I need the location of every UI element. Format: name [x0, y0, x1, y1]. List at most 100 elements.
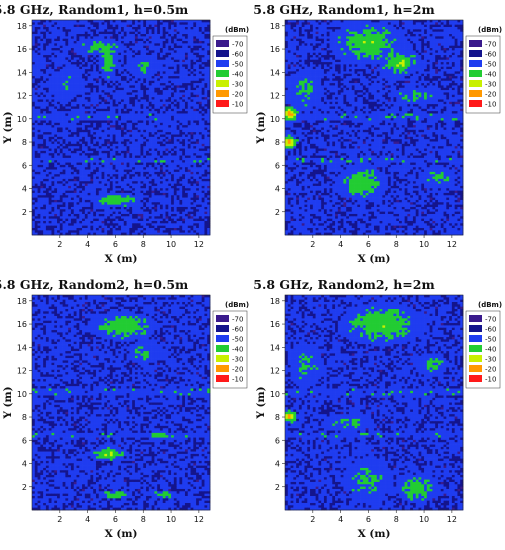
heatmap-cell	[140, 195, 144, 198]
heatmap-cell	[179, 162, 183, 166]
heatmap-cell	[143, 113, 147, 117]
heatmap-cell	[57, 83, 61, 86]
heatmap-cell	[134, 80, 139, 84]
heatmap-cell	[51, 108, 55, 112]
heatmap-cell	[37, 55, 41, 58]
heatmap-cell	[140, 92, 144, 96]
heatmap-cell	[184, 199, 189, 203]
heatmap-cell	[207, 125, 211, 128]
heatmap-cell	[32, 43, 36, 47]
heatmap-cell	[171, 101, 175, 105]
heatmap-cell	[43, 199, 47, 203]
heatmap-cell	[146, 111, 150, 114]
heatmap-cell	[129, 97, 133, 100]
heatmap-cell	[84, 24, 88, 28]
heatmap-cell	[123, 48, 127, 51]
heatmap-cell	[171, 125, 175, 128]
heatmap-cell	[90, 178, 94, 182]
heatmap-cell	[32, 155, 36, 159]
heatmap-cell	[123, 129, 127, 133]
heatmap-cell	[176, 139, 180, 142]
heatmap-cell	[32, 50, 36, 54]
heatmap-cell	[40, 139, 44, 142]
heatmap-cell	[146, 167, 150, 170]
heatmap-cell	[184, 171, 189, 175]
heatmap-cell	[73, 83, 77, 86]
heatmap-cell	[173, 115, 177, 119]
heatmap-cell	[121, 55, 125, 58]
heatmap-cell	[184, 43, 189, 47]
heatmap-cell	[204, 185, 208, 189]
heatmap-cell	[148, 24, 152, 28]
heatmap-cell	[140, 197, 144, 201]
heatmap-cell	[90, 153, 94, 156]
heatmap-cell	[107, 190, 111, 194]
heatmap-cell	[129, 20, 133, 23]
heatmap-cell	[98, 94, 102, 98]
heatmap-cell	[146, 80, 150, 84]
heatmap-cell	[98, 41, 102, 44]
heatmap-cell	[157, 29, 161, 33]
heatmap-cell	[68, 157, 72, 161]
heatmap-cell	[51, 171, 55, 175]
heatmap-cell	[137, 162, 141, 166]
heatmap-cell	[65, 143, 69, 147]
heatmap-cell	[84, 101, 88, 105]
heatmap-cell	[51, 146, 55, 149]
heatmap-cell	[132, 94, 136, 98]
heatmap-cell	[187, 104, 191, 107]
heatmap-cell	[79, 111, 83, 114]
heatmap-cell	[34, 43, 38, 47]
heatmap-cell	[190, 41, 194, 44]
heatmap-cell	[32, 120, 36, 124]
heatmap-cell	[93, 178, 97, 182]
heatmap-cell	[187, 115, 191, 119]
heatmap-cell	[196, 76, 200, 79]
heatmap-cell	[123, 157, 127, 161]
heatmap-cell	[79, 106, 83, 110]
heatmap-cell	[165, 108, 169, 112]
heatmap-cell	[193, 94, 197, 98]
heatmap-cell	[101, 104, 105, 107]
heatmap-cell	[95, 176, 100, 180]
heatmap-cell	[115, 90, 119, 93]
heatmap-cell	[95, 106, 100, 110]
heatmap-cell	[40, 34, 44, 37]
heatmap-cell	[115, 20, 119, 23]
heatmap-cell	[51, 50, 55, 54]
heatmap-cell	[68, 66, 72, 70]
heatmap-cell	[196, 174, 200, 177]
heatmap-cell	[173, 92, 177, 96]
heatmap-cell	[132, 188, 136, 191]
heatmap-cell	[173, 41, 177, 44]
heatmap-cell	[129, 178, 133, 182]
heatmap-cell	[151, 92, 155, 96]
heatmap-cell	[90, 197, 94, 201]
heatmap-cell	[48, 24, 52, 28]
heatmap-cell	[48, 148, 52, 152]
heatmap-cell	[126, 181, 130, 184]
heatmap-cell	[45, 157, 50, 161]
heatmap-cell	[146, 29, 150, 33]
heatmap-cell	[54, 41, 58, 44]
heatmap-cell	[45, 59, 50, 63]
heatmap-cell	[187, 148, 191, 152]
heatmap-cell	[73, 127, 77, 131]
heatmap-cell	[73, 171, 77, 175]
heatmap-cell	[112, 125, 116, 128]
heatmap-cell	[73, 64, 77, 68]
heatmap-cell	[198, 66, 203, 70]
heatmap-cell	[190, 188, 194, 191]
heatmap-cell	[198, 181, 203, 184]
heatmap-cell	[179, 90, 183, 93]
heatmap-cell	[134, 59, 139, 63]
heatmap-cell	[182, 169, 186, 173]
heatmap-cell	[40, 132, 44, 135]
heatmap-cell	[173, 183, 177, 187]
heatmap-cell	[173, 171, 177, 175]
heatmap-cell	[112, 120, 116, 124]
heatmap-cell	[34, 150, 38, 154]
heatmap-cell	[173, 24, 177, 28]
heatmap-cell	[182, 43, 186, 47]
heatmap-cell	[118, 178, 122, 182]
